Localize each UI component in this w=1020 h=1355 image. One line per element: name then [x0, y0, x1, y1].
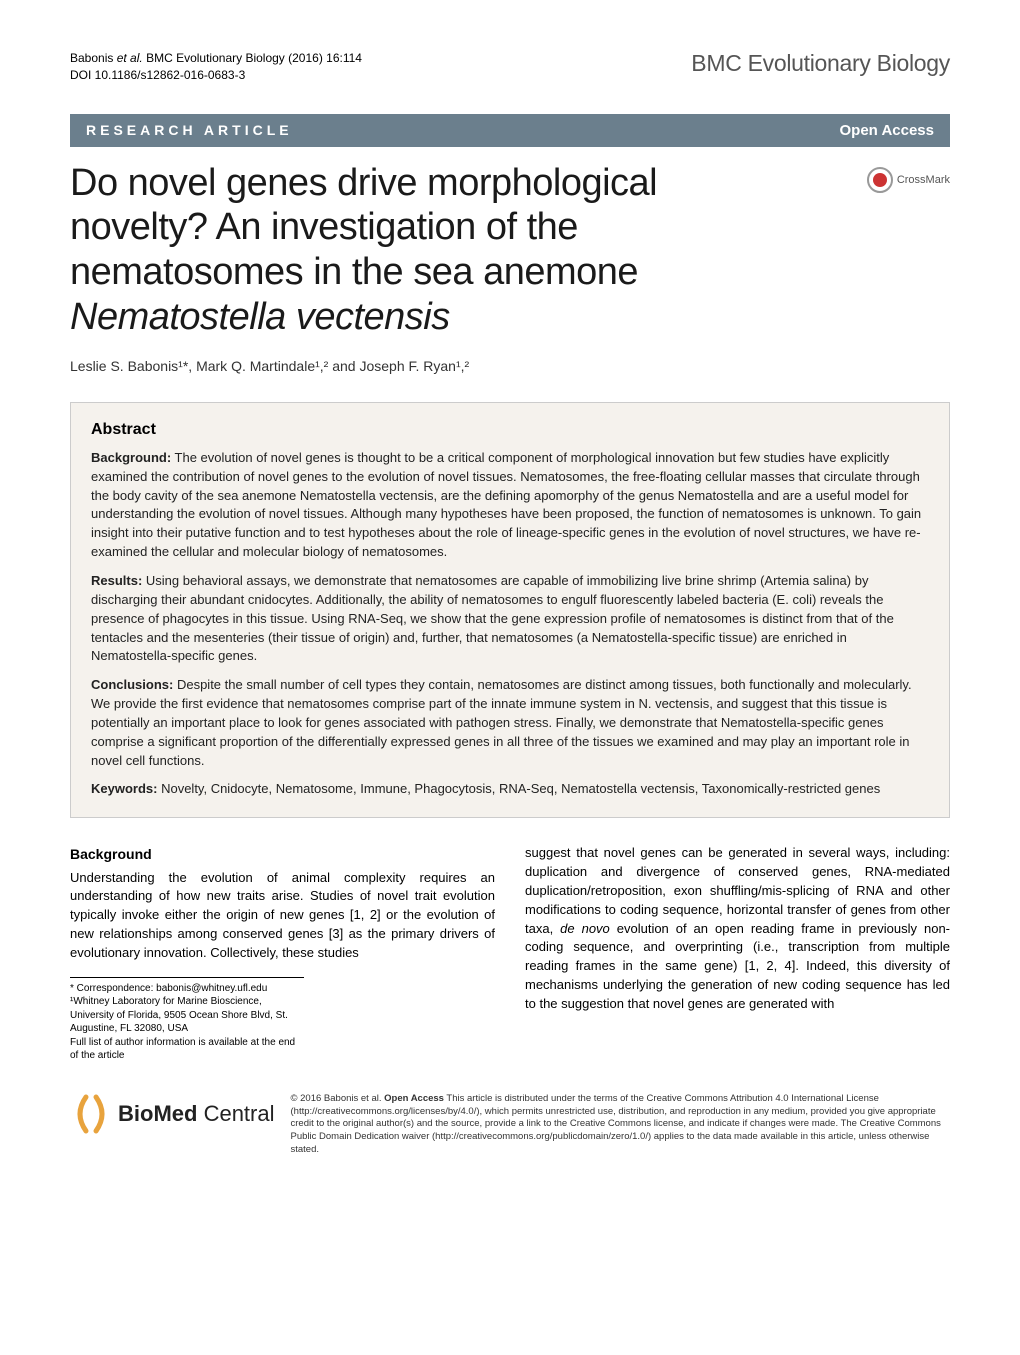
right-paragraph: suggest that novel genes can be generate…: [525, 844, 950, 1014]
citation-authors: Babonis: [70, 51, 113, 65]
license-text-block: © 2016 Babonis et al. Open Access This a…: [291, 1093, 951, 1157]
biomed-normal: Central: [197, 1101, 274, 1126]
biomed-text: BioMed Central: [118, 1101, 275, 1127]
conclusions-label: Conclusions:: [91, 677, 173, 692]
biomed-central-logo: BioMed Central: [70, 1093, 275, 1135]
citation-rest: BMC Evolutionary Biology (2016) 16:114: [146, 51, 362, 65]
license-openaccess: Open Access: [384, 1093, 444, 1104]
body-columns: Background Understanding the evolution o…: [70, 844, 950, 1063]
article-type-bar: RESEARCH ARTICLE Open Access: [70, 114, 950, 147]
crossmark-icon: [867, 167, 893, 193]
conclusions-text: Despite the small number of cell types t…: [91, 677, 912, 767]
article-title: Do novel genes drive morphological novel…: [70, 161, 847, 340]
article-type-label: RESEARCH ARTICLE: [86, 122, 293, 138]
abstract-heading: Abstract: [91, 421, 929, 439]
abstract-background: Background: The evolution of novel genes…: [91, 449, 929, 562]
affiliation-line: ¹Whitney Laboratory for Marine Bioscienc…: [70, 995, 304, 1036]
abstract-conclusions: Conclusions: Despite the small number of…: [91, 676, 929, 770]
results-label: Results:: [91, 573, 142, 588]
right-column: suggest that novel genes can be generate…: [525, 844, 950, 1063]
abstract-box: Abstract Background: The evolution of no…: [70, 402, 950, 818]
title-line-3: nematosomes in the sea anemone: [70, 251, 638, 293]
license-a: © 2016 Babonis et al.: [291, 1093, 385, 1104]
open-access-label: Open Access: [840, 122, 935, 139]
biomed-paren-icon: [70, 1093, 112, 1135]
keywords-text: Novelty, Cnidocyte, Nematosome, Immune, …: [157, 781, 880, 796]
page-header: Babonis et al. BMC Evolutionary Biology …: [70, 50, 950, 84]
background-label: Background:: [91, 450, 171, 465]
background-text: The evolution of novel genes is thought …: [91, 450, 921, 559]
title-line-1: Do novel genes drive morphological: [70, 162, 657, 204]
title-line-4: Nematostella vectensis: [70, 296, 450, 338]
page-footer: BioMed Central © 2016 Babonis et al. Ope…: [70, 1093, 950, 1157]
authors-line: Leslie S. Babonis¹*, Mark Q. Martindale¹…: [70, 358, 950, 374]
biomed-bold: BioMed: [118, 1101, 197, 1126]
background-heading: Background: [70, 844, 495, 864]
doi-line: DOI 10.1186/s12862-016-0683-3: [70, 67, 362, 84]
abstract-results: Results: Using behavioral assays, we dem…: [91, 572, 929, 666]
correspondence-line: * Correspondence: babonis@whitney.ufl.ed…: [70, 982, 304, 996]
right-para-italic: de novo: [560, 921, 610, 936]
keywords-label: Keywords:: [91, 781, 157, 796]
crossmark-label: CrossMark: [897, 174, 950, 186]
abstract-keywords: Keywords: Novelty, Cnidocyte, Nematosome…: [91, 780, 929, 799]
citation-etal: et al.: [117, 51, 143, 65]
fulllist-line: Full list of author information is avail…: [70, 1036, 304, 1063]
title-line-2: novelty? An investigation of the: [70, 206, 578, 248]
crossmark-badge[interactable]: CrossMark: [867, 167, 950, 193]
left-paragraph: Understanding the evolution of animal co…: [70, 869, 495, 963]
journal-name: BMC Evolutionary Biology: [691, 50, 950, 77]
left-column: Background Understanding the evolution o…: [70, 844, 495, 1063]
footnotes-block: * Correspondence: babonis@whitney.ufl.ed…: [70, 977, 304, 1063]
results-text: Using behavioral assays, we demonstrate …: [91, 573, 894, 663]
citation-block: Babonis et al. BMC Evolutionary Biology …: [70, 50, 362, 84]
